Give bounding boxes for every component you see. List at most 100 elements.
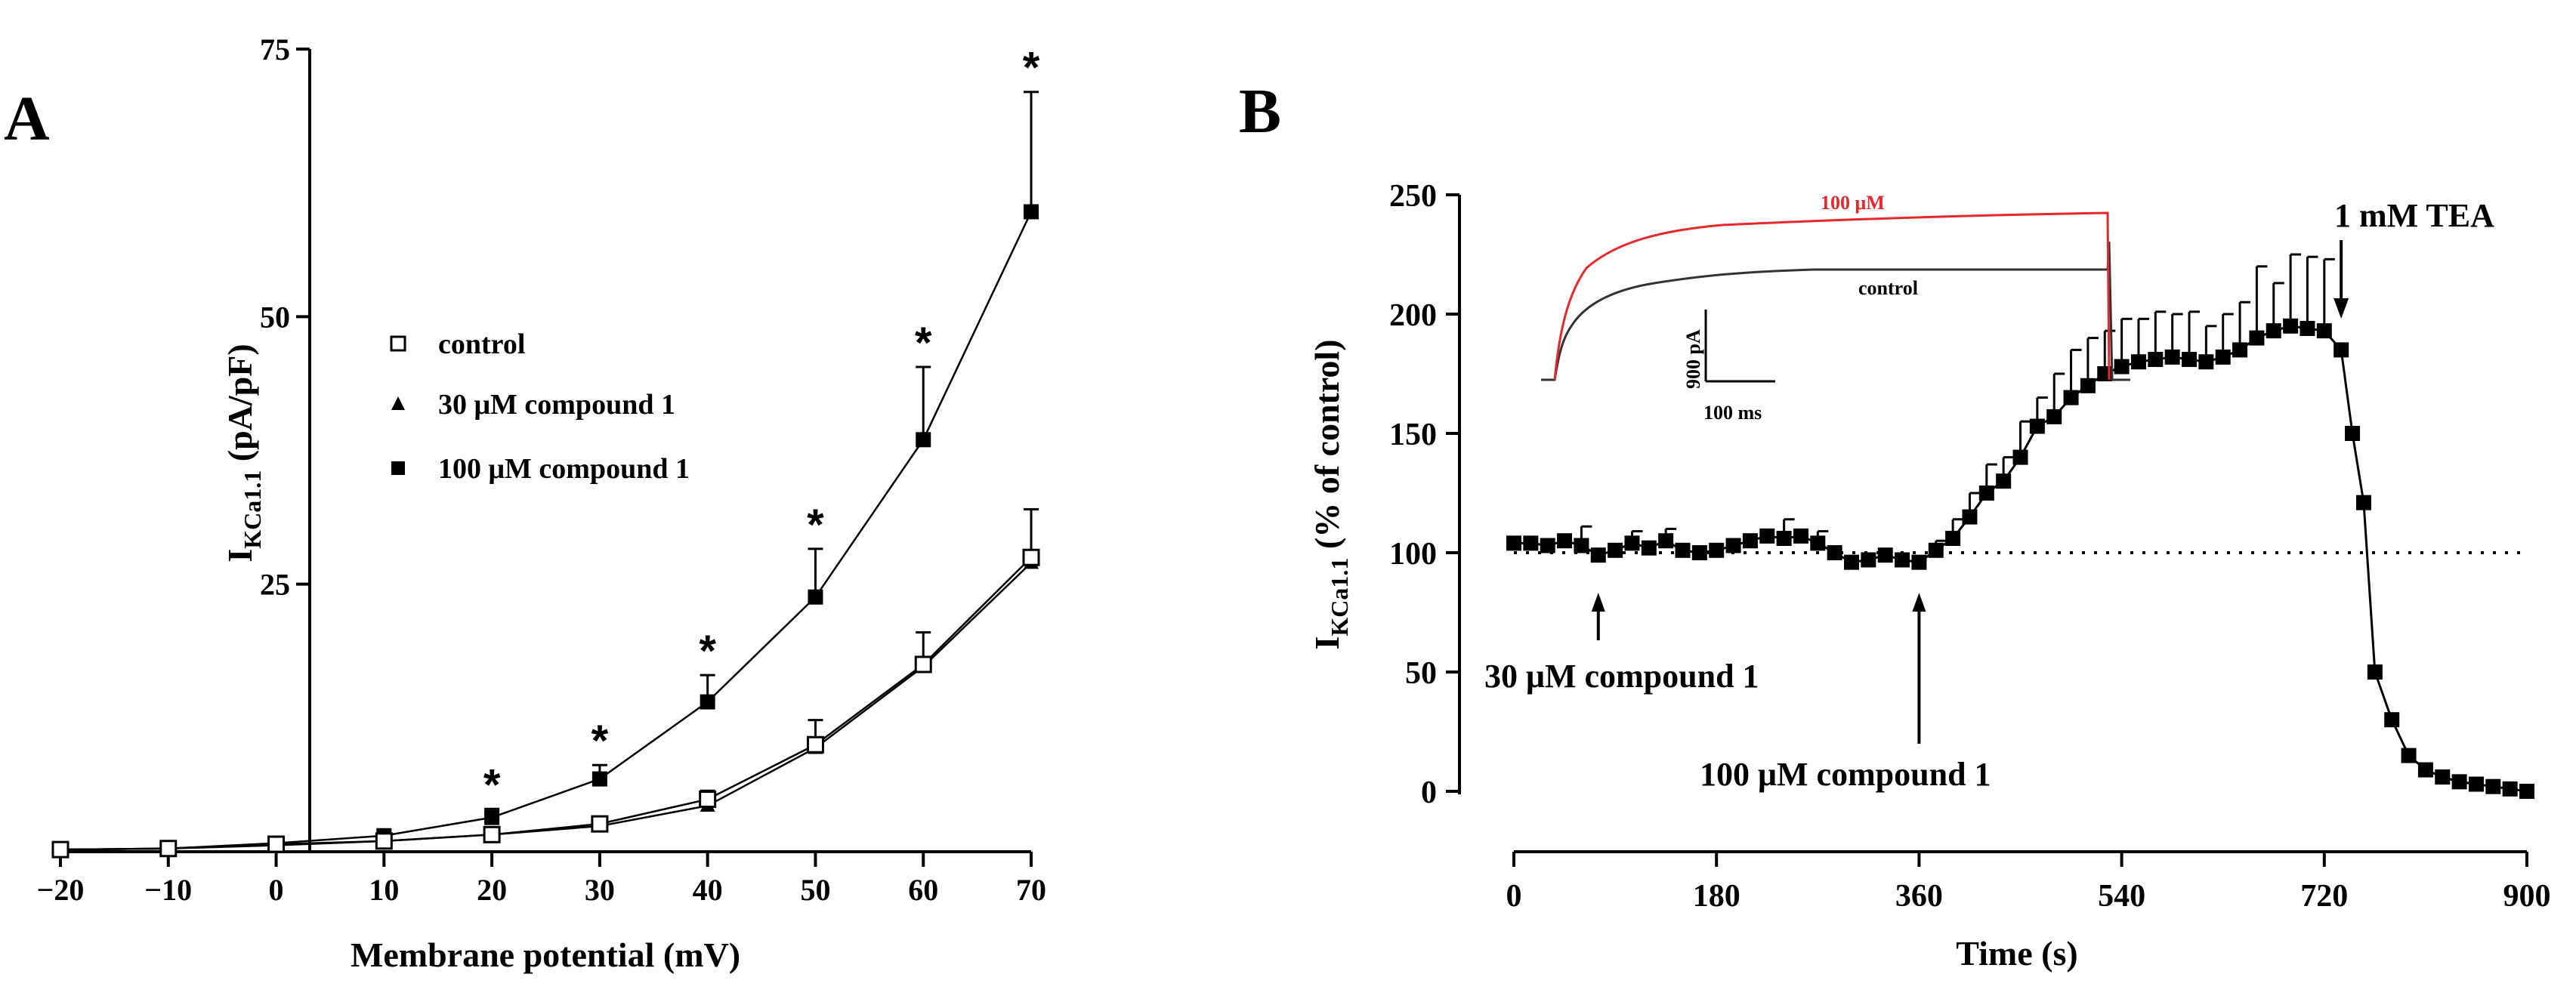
b-point-41 [2198, 354, 2214, 370]
b-point-8 [1641, 540, 1657, 556]
panel-a-y-axis-title-main: I [221, 549, 259, 563]
panel-b-y-ticks: 0 50 100 150 200 250 [1389, 179, 1459, 810]
b-point-2 [1540, 538, 1555, 553]
a-legend-label-0: control [438, 328, 525, 360]
a-xtick-label-6: 40 [693, 873, 723, 907]
b-point-43 [2232, 342, 2248, 358]
b-annotation-tea: 1 mM TEA [2334, 197, 2494, 234]
b-point-33 [2063, 390, 2079, 405]
b-point-58 [2468, 776, 2484, 792]
b-point-39 [2164, 349, 2180, 365]
panel-a-x-axis-title: Membrane potential (mV) [351, 936, 740, 974]
b-point-26 [1945, 531, 1961, 547]
b-point-54 [2401, 748, 2417, 763]
a-xtick-label-7: 50 [800, 873, 830, 907]
a-legend-marker-1 [391, 396, 405, 410]
b-point-27 [1962, 509, 1978, 525]
a-point-0-9 [1022, 548, 1040, 566]
b-xtick-label-2: 360 [1895, 879, 1943, 914]
inset-label-control: control [1858, 277, 1918, 299]
a-ytick-label-1: 50 [260, 300, 290, 334]
a-significance-star-0: * [483, 760, 501, 809]
panel-b-y-axis-title: IKCa1.1 (% of control) [1308, 339, 1353, 649]
a-point-0-1 [159, 840, 178, 858]
a-xtick-label-4: 20 [477, 873, 507, 907]
a-point-2-7 [808, 589, 823, 605]
a-xtick-label-9: 70 [1016, 873, 1046, 907]
panel-b-plot-area [1506, 253, 2534, 799]
b-point-28 [1978, 486, 1994, 501]
b-point-23 [1895, 552, 1910, 568]
b-point-48 [2316, 323, 2332, 339]
panel-a-y-axis-title-sub: KCa1.1 [239, 470, 266, 549]
a-point-0-2 [267, 835, 286, 853]
inset-scale-current: 900 pA [1682, 329, 1704, 389]
b-point-61 [2519, 784, 2534, 799]
panel-b-x-axis-title: Time (s) [1956, 934, 2077, 973]
b-point-44 [2249, 330, 2265, 346]
a-ytick-label-2: 75 [260, 32, 290, 66]
b-point-25 [1928, 542, 1944, 558]
b-point-59 [2485, 778, 2501, 794]
b-ytick-label-3: 150 [1389, 418, 1437, 452]
a-point-0-0 [51, 840, 69, 859]
a-point-0-4 [483, 825, 501, 843]
a-series-line-0 [60, 556, 1032, 851]
a-point-2-8 [916, 432, 931, 448]
b-point-13 [1725, 538, 1741, 553]
b-point-3 [1557, 533, 1573, 549]
b-point-7 [1624, 535, 1640, 551]
panel-b-y-axis-title-units: (% of control) [1308, 339, 1346, 549]
panel-a-y-axis-title-unit [221, 461, 259, 470]
b-point-12 [1709, 542, 1725, 558]
b-point-5 [1590, 547, 1606, 563]
b-series-line [1514, 325, 2528, 793]
a-xtick-label-5: 30 [585, 873, 615, 907]
b-point-36 [2114, 359, 2130, 375]
panel-b-y-axis-title-main: I [1308, 637, 1346, 650]
b-ytick-label-0: 0 [1421, 775, 1437, 810]
b-xtick-label-5: 900 [2503, 879, 2551, 914]
b-point-45 [2266, 323, 2281, 339]
a-xtick-label-2: 0 [269, 873, 284, 907]
b-point-49 [2334, 342, 2349, 358]
panel-b-y-axis-title-sub: KCa1.1 [1326, 558, 1353, 637]
b-point-24 [1911, 554, 1927, 570]
b-point-22 [1877, 547, 1893, 563]
a-significance-star-5: * [1023, 44, 1040, 93]
b-point-18 [1810, 535, 1826, 551]
b-point-60 [2502, 781, 2518, 797]
b-point-52 [2367, 664, 2383, 680]
b-point-38 [2148, 352, 2164, 368]
b-point-40 [2182, 352, 2197, 368]
panel-a-y-axis-title: IKCa1.1 (pA/pF) [221, 344, 266, 562]
b-ytick-label-2: 100 [1389, 537, 1437, 572]
a-legend-marker-0 [390, 335, 406, 352]
a-point-0-8 [914, 655, 932, 674]
panel-a-y-axis-title-units: (pA/pF) [221, 344, 259, 461]
a-xtick-label-3: 10 [369, 873, 399, 907]
b-ytick-label-5: 250 [1389, 179, 1437, 214]
panel-a-x-ticks: −20 −10 0 10 20 30 40 50 60 70 [37, 852, 1046, 907]
a-point-2-6 [700, 694, 715, 710]
a-significance-star-2: * [699, 627, 716, 676]
b-point-19 [1827, 545, 1842, 560]
b-point-46 [2283, 318, 2299, 334]
a-series-line-2 [60, 211, 1033, 851]
b-point-37 [2130, 354, 2146, 370]
panel-b: B 0 50 100 150 200 250 0 180 360 540 720 900 Time … [1239, 76, 2551, 973]
a-significance-star-4: * [915, 319, 932, 368]
b-point-53 [2384, 712, 2400, 728]
b-point-57 [2451, 774, 2467, 790]
b-annotation-100um: 100 μM compound 1 [1700, 756, 1991, 793]
panel-a-legend: control 30 μM compound 1 100 μM compound 1 [390, 328, 690, 485]
a-point-2-9 [1024, 204, 1039, 220]
a-point-0-6 [699, 791, 717, 809]
panel-b-annotations: 30 μM compound 1 100 μM compound 1 1 mM TE… [1484, 197, 2494, 793]
b-point-55 [2417, 762, 2433, 778]
b-point-50 [2345, 426, 2361, 441]
b-arrow-100um-head [1912, 593, 1926, 612]
a-significance-star-3: * [807, 501, 824, 550]
a-point-2-4 [484, 809, 500, 825]
b-point-51 [2355, 495, 2371, 510]
